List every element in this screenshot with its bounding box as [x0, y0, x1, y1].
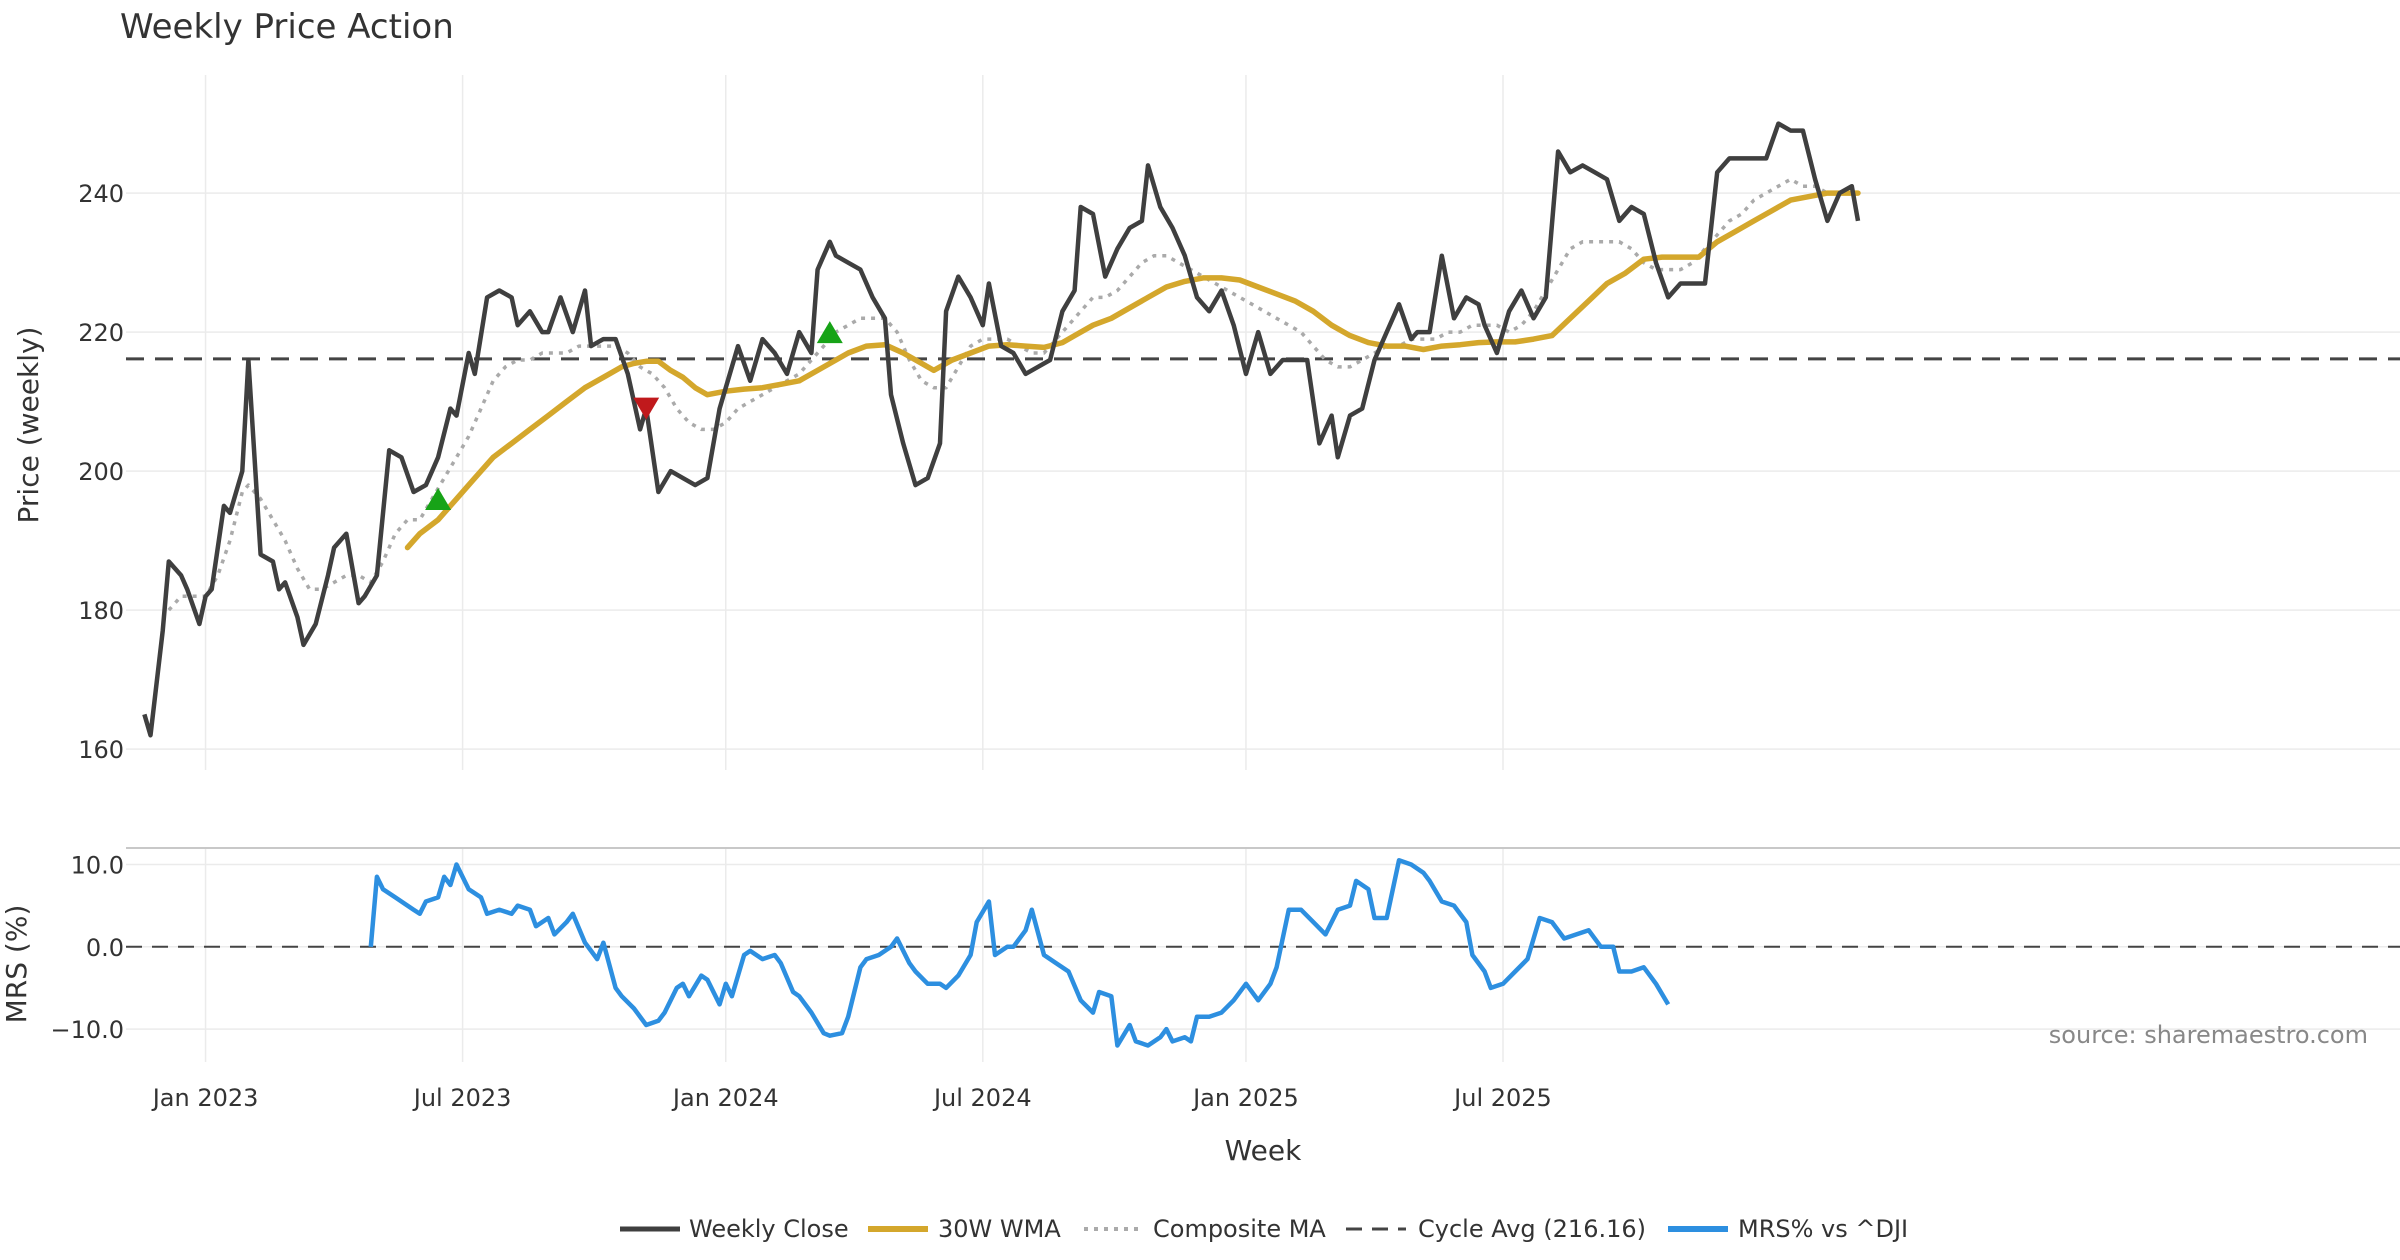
x-tick-label: Jul 2025	[1452, 1084, 1552, 1112]
legend-label-mrs: MRS% vs ^DJI	[1738, 1215, 1908, 1243]
x-tick-label: Jan 2024	[671, 1084, 779, 1112]
price-y-axis: 160 180 200 220 240	[78, 180, 124, 764]
mrs-y-axis: 10.0 0.0 −10.0	[50, 851, 124, 1044]
price-y-tick-label: 200	[78, 458, 124, 486]
legend-label-cycle-avg: Cycle Avg (216.16)	[1418, 1215, 1646, 1243]
buy-signal-marker	[425, 487, 452, 510]
price-y-axis-title: Price (weekly)	[12, 327, 45, 524]
mrs-y-tick-label: 10.0	[71, 851, 124, 879]
sell-signal-marker	[633, 397, 660, 420]
price-grid	[126, 75, 2400, 770]
price-series-group	[126, 121, 2400, 738]
price-y-tick-label: 160	[78, 736, 124, 764]
legend-label-composite-ma: Composite MA	[1153, 1215, 1326, 1243]
chart-title: Weekly Price Action	[120, 7, 454, 47]
mrs-series-group	[126, 858, 2400, 1048]
legend-label-30w-wma: 30W WMA	[938, 1215, 1061, 1243]
legend-label-weekly-close: Weekly Close	[689, 1215, 849, 1243]
mrs-y-tick-label: 0.0	[86, 934, 124, 962]
price-y-tick-label: 240	[78, 180, 124, 208]
signal-markers	[425, 321, 843, 510]
wma-30w-line	[404, 190, 1861, 551]
buy-signal-marker	[816, 321, 843, 344]
mrs-line	[368, 858, 1671, 1048]
source-annotation: source: sharemaestro.com	[2049, 1021, 2368, 1049]
x-tick-label: Jan 2023	[151, 1084, 259, 1112]
mrs-y-tick-label: −10.0	[50, 1016, 124, 1044]
weekly-close-line	[142, 121, 1861, 738]
legend: Weekly Close 30W WMA Composite MA Cycle …	[620, 1215, 1908, 1243]
x-tick-label: Jan 2025	[1191, 1084, 1299, 1112]
x-axis-title: Week	[1225, 1134, 1302, 1167]
mrs-y-axis-title: MRS (%)	[0, 905, 33, 1024]
price-y-tick-label: 220	[78, 319, 124, 347]
x-axis: Jan 2023 Jul 2023 Jan 2024 Jul 2024 Jan 2025…	[151, 1084, 1552, 1112]
x-tick-label: Jul 2024	[932, 1084, 1032, 1112]
composite-ma-line	[167, 177, 1858, 612]
mrs-grid	[126, 847, 2400, 1062]
price-y-tick-label: 180	[78, 597, 124, 625]
x-tick-label: Jul 2023	[412, 1084, 512, 1112]
